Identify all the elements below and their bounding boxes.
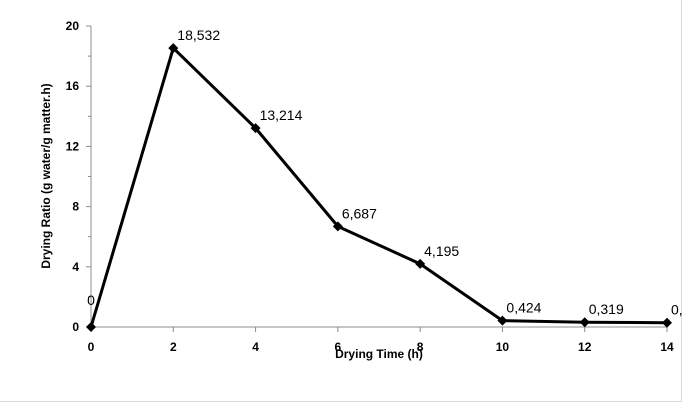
data-label-0-5: 0,424: [506, 300, 541, 316]
data-label-0-1: 18,532: [177, 27, 220, 43]
x-tick-label-10: 10: [496, 340, 510, 354]
data-label-0-4: 4,195: [424, 243, 459, 259]
y-tick-label-16: 16: [66, 79, 80, 93]
tick-marks: [86, 25, 668, 332]
data-label-0-6: 0,319: [589, 301, 624, 317]
x-tick-label-8: 8: [417, 340, 424, 354]
tick-labels: 0 4 8 12 16 20 0 2 4 6 8 10 12 14: [66, 19, 674, 354]
data-label-0-0: 0: [87, 292, 95, 308]
series-layer: [86, 43, 672, 332]
x-tick-label-0: 0: [88, 340, 95, 354]
y-tick-label-8: 8: [72, 200, 79, 214]
data-point-0-7: [662, 317, 672, 328]
x-tick-label-2: 2: [170, 340, 177, 354]
x-tick-label-4: 4: [252, 340, 259, 354]
data-label-0-2: 13,214: [260, 107, 303, 123]
data-point-0-6: [579, 317, 590, 328]
y-tick-label-0: 0: [72, 320, 79, 334]
data-point-0-3: [332, 221, 343, 232]
y-axis-title: Drying Ratio (g water/g matter.h): [39, 83, 53, 268]
y-tick-label-12: 12: [66, 139, 80, 153]
data-label-0-3: 6,687: [342, 205, 377, 221]
data-point-0-5: [497, 315, 508, 326]
x-axis-title: Drying Time (h): [335, 347, 423, 361]
x-tick-label-6: 6: [335, 340, 342, 354]
y-tick-label-4: 4: [72, 260, 79, 274]
data-labels: 0 18,532 13,214 6,687 4,195 0,424 0,319 0,2865: [87, 27, 683, 318]
y-tick-label-20: 20: [66, 19, 80, 33]
axes: [90, 26, 667, 328]
x-tick-label-14: 14: [660, 340, 674, 354]
data-point-0-4: [415, 258, 426, 269]
data-point-0-1: [168, 43, 179, 54]
data-point-0-0: [86, 322, 96, 332]
series-line-0: [89, 46, 668, 328]
x-tick-label-12: 12: [578, 340, 592, 354]
data-label-0-7: 0,2865: [671, 302, 683, 318]
data-point-0-2: [250, 123, 261, 134]
